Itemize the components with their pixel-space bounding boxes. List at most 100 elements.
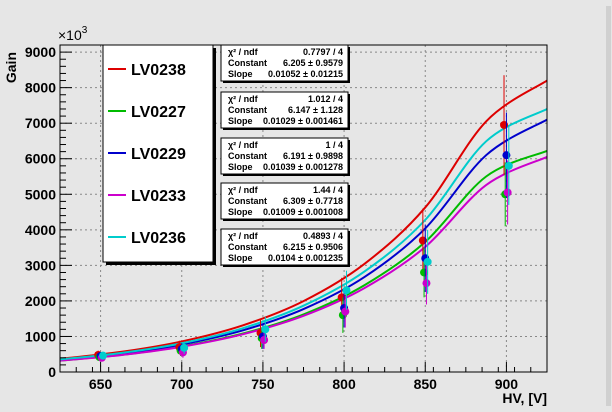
plot-frame-shadow bbox=[606, 6, 611, 406]
stat-label: Slope bbox=[228, 253, 253, 263]
fit-curve-lv0229 bbox=[59, 118, 548, 361]
y-tick-label: 9000 bbox=[25, 44, 56, 60]
legend-label: LV0233 bbox=[131, 188, 186, 205]
stat-label: Constant bbox=[228, 242, 267, 252]
y-tick-label: 3000 bbox=[25, 257, 56, 273]
stat-label: Slope bbox=[228, 116, 253, 126]
stat-box-frame bbox=[220, 182, 349, 220]
y-tick-label: 4000 bbox=[25, 222, 56, 238]
fit-curve-lv0233 bbox=[59, 156, 548, 362]
y-tick-label: 5000 bbox=[25, 186, 56, 202]
stat-value: 1.012 / 4 bbox=[308, 94, 343, 104]
x-tick-label: 650 bbox=[89, 376, 113, 392]
stat-label: χ² / ndf bbox=[228, 231, 259, 241]
marker bbox=[180, 343, 189, 352]
y-axis-multiplier: ×103 bbox=[58, 25, 88, 43]
legend-label: LV0236 bbox=[131, 230, 186, 247]
fit-curve-lv0236 bbox=[59, 108, 548, 361]
x-axis-label: HV, [V] bbox=[502, 390, 547, 406]
legend-entry-lv0227: LV0227 bbox=[108, 104, 186, 121]
stat-label: χ² / ndf bbox=[228, 140, 259, 150]
legend-entry-lv0236: LV0236 bbox=[108, 230, 186, 247]
x-tick-label: 900 bbox=[495, 376, 519, 392]
stat-box-lv0236: χ² / ndf 0.4893 / 4 Constant 6.215 ± 0.9506… bbox=[220, 228, 350, 267]
legend-label: LV0238 bbox=[131, 62, 186, 79]
axes: 650 700 750 800 850 9000100020003000400050006… bbox=[25, 44, 548, 392]
y-axis-label: Gain bbox=[3, 52, 19, 83]
data-point-lv0236 bbox=[504, 126, 513, 205]
y-multiplier-base: ×10 bbox=[58, 27, 82, 43]
legend-label: LV0229 bbox=[131, 146, 186, 163]
stat-value: 0.01039 ± 0.001278 bbox=[263, 162, 343, 172]
stat-value: 6.147 ± 1.128 bbox=[288, 105, 343, 115]
stat-value: 0.01052 ± 0.01215 bbox=[268, 69, 343, 79]
x-tick-label: 800 bbox=[332, 376, 356, 392]
x-tick-label: 700 bbox=[170, 376, 194, 392]
data-point-lv0236 bbox=[261, 316, 270, 342]
stat-value: 6.205 ± 0.9579 bbox=[283, 58, 343, 68]
x-tick-label: 850 bbox=[414, 376, 438, 392]
marker bbox=[341, 307, 350, 316]
marker bbox=[261, 325, 270, 334]
marker bbox=[260, 336, 269, 345]
data-point-lv0236 bbox=[342, 270, 351, 310]
y-tick-label: 2000 bbox=[25, 293, 56, 309]
data-point-lv0236 bbox=[98, 351, 107, 360]
data-point-lv0233 bbox=[341, 295, 350, 328]
stat-box-lv0233: χ² / ndf 1.44 / 4 Constant 6.309 ± 0.7718 Sl… bbox=[220, 182, 350, 221]
marker bbox=[342, 286, 351, 295]
stat-label: χ² / ndf bbox=[228, 94, 259, 104]
stat-value: 1.44 / 4 bbox=[313, 185, 343, 195]
marker bbox=[422, 279, 431, 288]
y-tick-label: 0 bbox=[48, 364, 56, 380]
stat-label: Constant bbox=[228, 151, 267, 161]
stat-box-lv0227: χ² / ndf 1.012 / 4 Constant 6.147 ± 1.128 Sl… bbox=[220, 91, 350, 130]
stat-label: χ² / ndf bbox=[228, 47, 259, 57]
marker bbox=[503, 188, 512, 197]
stat-value: 0.01009 ± 0.001008 bbox=[263, 207, 343, 217]
fit-curve-lv0238 bbox=[59, 79, 548, 360]
legend-entry-lv0233: LV0233 bbox=[108, 188, 186, 205]
stat-box-lv0229: χ² / ndf 1 / 4 Constant 6.191 ± 0.9898 Slope… bbox=[220, 137, 350, 176]
stat-value: 0.7797 / 4 bbox=[303, 47, 343, 57]
stat-label: Slope bbox=[228, 69, 253, 79]
stat-box-lv0238: χ² / ndf 0.7797 / 4 Constant 6.205 ± 0.9579… bbox=[220, 44, 350, 83]
stat-box-frame bbox=[220, 91, 349, 129]
data-point-lv0233 bbox=[260, 331, 269, 349]
stat-label: Constant bbox=[228, 58, 267, 68]
stat-label: Constant bbox=[228, 105, 267, 115]
stat-value: 6.309 ± 0.7718 bbox=[283, 196, 343, 206]
stat-value: 1 / 4 bbox=[325, 140, 343, 150]
marker bbox=[504, 161, 513, 170]
stat-value: 0.4893 / 4 bbox=[303, 231, 343, 241]
stat-value: 0.01029 ± 0.001461 bbox=[263, 116, 343, 126]
y-tick-label: 7000 bbox=[25, 115, 56, 131]
y-tick-label: 8000 bbox=[25, 80, 56, 96]
stat-label: Slope bbox=[228, 162, 253, 172]
data-point-lv0236 bbox=[423, 229, 432, 294]
legend-entry-lv0238: LV0238 bbox=[108, 62, 186, 79]
data-point-lv0236 bbox=[180, 341, 189, 354]
legend-entries: LV0238 LV0227 LV0229 LV0233 LV0236 bbox=[108, 62, 186, 247]
stat-box-frame bbox=[220, 137, 349, 175]
stat-value: 0.0104 ± 0.001235 bbox=[268, 253, 343, 263]
stat-label: Slope bbox=[228, 207, 253, 217]
stat-box-frame bbox=[220, 44, 349, 82]
stat-box-frame bbox=[220, 228, 349, 266]
legend-entry-lv0229: LV0229 bbox=[108, 146, 186, 163]
stat-value: 6.191 ± 0.9898 bbox=[283, 151, 343, 161]
stat-value: 6.215 ± 0.9506 bbox=[283, 242, 343, 252]
marker bbox=[98, 351, 107, 360]
stat-label: Constant bbox=[228, 196, 267, 206]
fit-curves bbox=[59, 79, 548, 362]
legend-label: LV0227 bbox=[131, 104, 186, 121]
marker bbox=[423, 257, 432, 266]
fit-stat-boxes: χ² / ndf 0.7797 / 4 Constant 6.205 ± 0.9579… bbox=[220, 44, 350, 267]
y-multiplier-exponent: 3 bbox=[82, 25, 88, 36]
stat-label: χ² / ndf bbox=[228, 185, 259, 195]
legend: LV0238 LV0227 LV0229 LV0233 LV0236 bbox=[102, 44, 216, 265]
data-point-lv0233 bbox=[422, 261, 431, 305]
data-points bbox=[94, 75, 513, 362]
x-tick-label: 750 bbox=[251, 376, 275, 392]
